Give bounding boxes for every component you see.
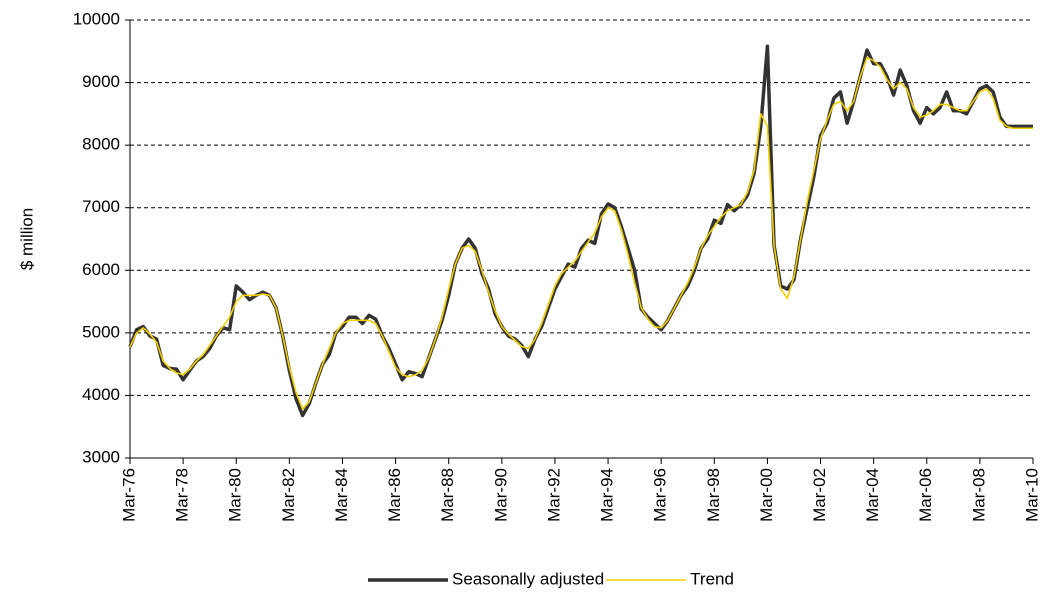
x-tick-label: Mar-84	[332, 468, 351, 522]
y-axis-label: $ million	[17, 208, 36, 270]
y-tick-label: 5000	[82, 322, 120, 341]
x-tick-label: Mar-76	[119, 468, 138, 522]
legend-label: Trend	[690, 569, 734, 588]
x-tick-label: Mar-98	[704, 468, 723, 522]
y-tick-label: 9000	[82, 72, 120, 91]
x-tick-label: Mar-08	[969, 468, 988, 522]
x-tick-label: Mar-90	[491, 468, 510, 522]
x-tick-label: Mar-80	[226, 468, 245, 522]
y-tick-label: 8000	[82, 135, 120, 154]
x-tick-label: Mar-78	[173, 468, 192, 522]
legend-label: Seasonally adjusted	[452, 569, 604, 588]
series-line	[129, 56, 1033, 410]
x-tick-label: Mar-88	[438, 468, 457, 522]
y-tick-label: 10000	[73, 9, 120, 28]
x-tick-label: Mar-86	[385, 468, 404, 522]
x-tick-label: Mar-92	[544, 468, 563, 522]
x-tick-label: Mar-82	[279, 468, 298, 522]
x-tick-label: Mar-10	[1022, 468, 1041, 522]
x-tick-label: Mar-04	[863, 468, 882, 522]
y-tick-label: 6000	[82, 260, 120, 279]
x-tick-label: Mar-06	[916, 468, 935, 522]
x-tick-label: Mar-02	[810, 468, 829, 522]
y-tick-label: 7000	[82, 197, 120, 216]
x-tick-label: Mar-00	[757, 468, 776, 522]
series-line	[128, 44, 1033, 418]
x-tick-label: Mar-94	[598, 468, 617, 522]
y-tick-label: 4000	[82, 385, 120, 404]
y-tick-label: 3000	[82, 447, 120, 466]
x-tick-label: Mar-96	[651, 468, 670, 522]
